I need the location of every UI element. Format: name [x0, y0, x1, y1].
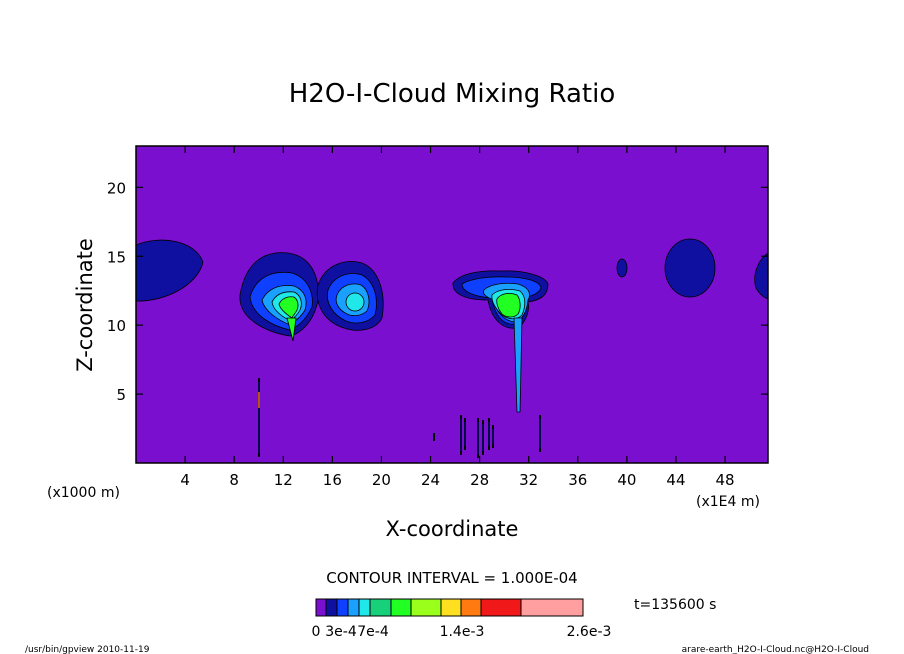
cloud-b-level-4 — [345, 292, 365, 312]
cloud-a-stem — [286, 317, 297, 342]
x-tick-label: 40 — [617, 471, 636, 489]
colorbar-tick-label: 1.4e-3 — [440, 624, 485, 640]
colorbar-swatch — [460, 598, 482, 617]
cloud-a-level-6 — [278, 296, 299, 319]
plot-background — [136, 146, 768, 463]
footer-right: arare-earth_H2O-I-Cloud.nc@H2O-I-Cloud — [682, 645, 869, 654]
footer-left: /usr/bin/gpview 2010-11-19 — [25, 645, 150, 654]
colorbar-tick-label: 0 — [312, 624, 321, 640]
colorbar-swatch — [410, 598, 442, 617]
x-tick-label: 44 — [666, 471, 685, 489]
colorbar-tick-label: 7e-4 — [357, 624, 389, 640]
colorbar-tick-label: 3e-4 — [325, 624, 357, 640]
plot-frame — [135, 145, 769, 464]
x-tick-label: 32 — [519, 471, 538, 489]
colorbar-swatch — [325, 598, 338, 617]
x-tick-label: 24 — [421, 471, 440, 489]
x-tick-label: 12 — [274, 471, 293, 489]
y-tick-label: 20 — [107, 179, 126, 197]
x-tick-label: 48 — [716, 471, 735, 489]
x-tick-label: 16 — [323, 471, 342, 489]
cloud-left-edge — [135, 239, 204, 302]
colorbar-tick-label: 2.6e-3 — [567, 624, 612, 640]
precip-streaks — [258, 378, 541, 458]
colorbar-swatch — [480, 598, 522, 617]
contour-interval: CONTOUR INTERVAL = 1.000E-04 — [326, 569, 577, 587]
colorbar-swatch — [369, 598, 392, 617]
x-unit-left: (x1000 m) — [47, 485, 120, 501]
time-label: t=135600 s — [634, 597, 716, 613]
x-tick-label: 28 — [470, 471, 489, 489]
x-axis-label: X-coordinate — [386, 517, 519, 541]
y-tick-label: 15 — [107, 248, 126, 266]
y-axis-ticks: 5 10 15 20 — [107, 179, 768, 404]
x-tick-label: 8 — [229, 471, 239, 489]
cloud-right-edge — [754, 252, 769, 300]
chart-title: H2O-I-Cloud Mixing Ratio — [289, 79, 616, 109]
colorbar-swatch — [520, 598, 584, 617]
colorbar-swatch — [440, 598, 462, 617]
cloud-small-patch — [616, 258, 628, 278]
x-tick-label: 20 — [372, 471, 391, 489]
y-axis-label: Z-coordinate — [73, 238, 97, 372]
y-tick-label: 10 — [107, 317, 126, 335]
colorbar-swatch — [336, 598, 349, 617]
colorbar-swatch — [347, 598, 360, 617]
x-tick-label: 36 — [568, 471, 587, 489]
colorbar-swatch — [358, 598, 371, 617]
cloud-c-stem — [513, 317, 523, 413]
y-tick-label: 5 — [116, 386, 126, 404]
x-tick-label: 4 — [180, 471, 190, 489]
cloud-contours — [135, 238, 769, 413]
x-axis-ticks: 4 8 12 16 20 24 28 32 36 40 44 48 — [180, 146, 735, 489]
colorbar-labels: 0 3e-4 7e-4 1.4e-3 2.6e-3 — [312, 624, 612, 640]
cloud-right-anvil — [664, 238, 716, 298]
colorbar-swatch — [390, 598, 412, 617]
x-unit-right: (x1E4 m) — [696, 494, 760, 510]
colorbar — [315, 598, 584, 617]
colorbar-swatch — [315, 598, 327, 617]
cloud-c-level-6 — [496, 292, 521, 318]
